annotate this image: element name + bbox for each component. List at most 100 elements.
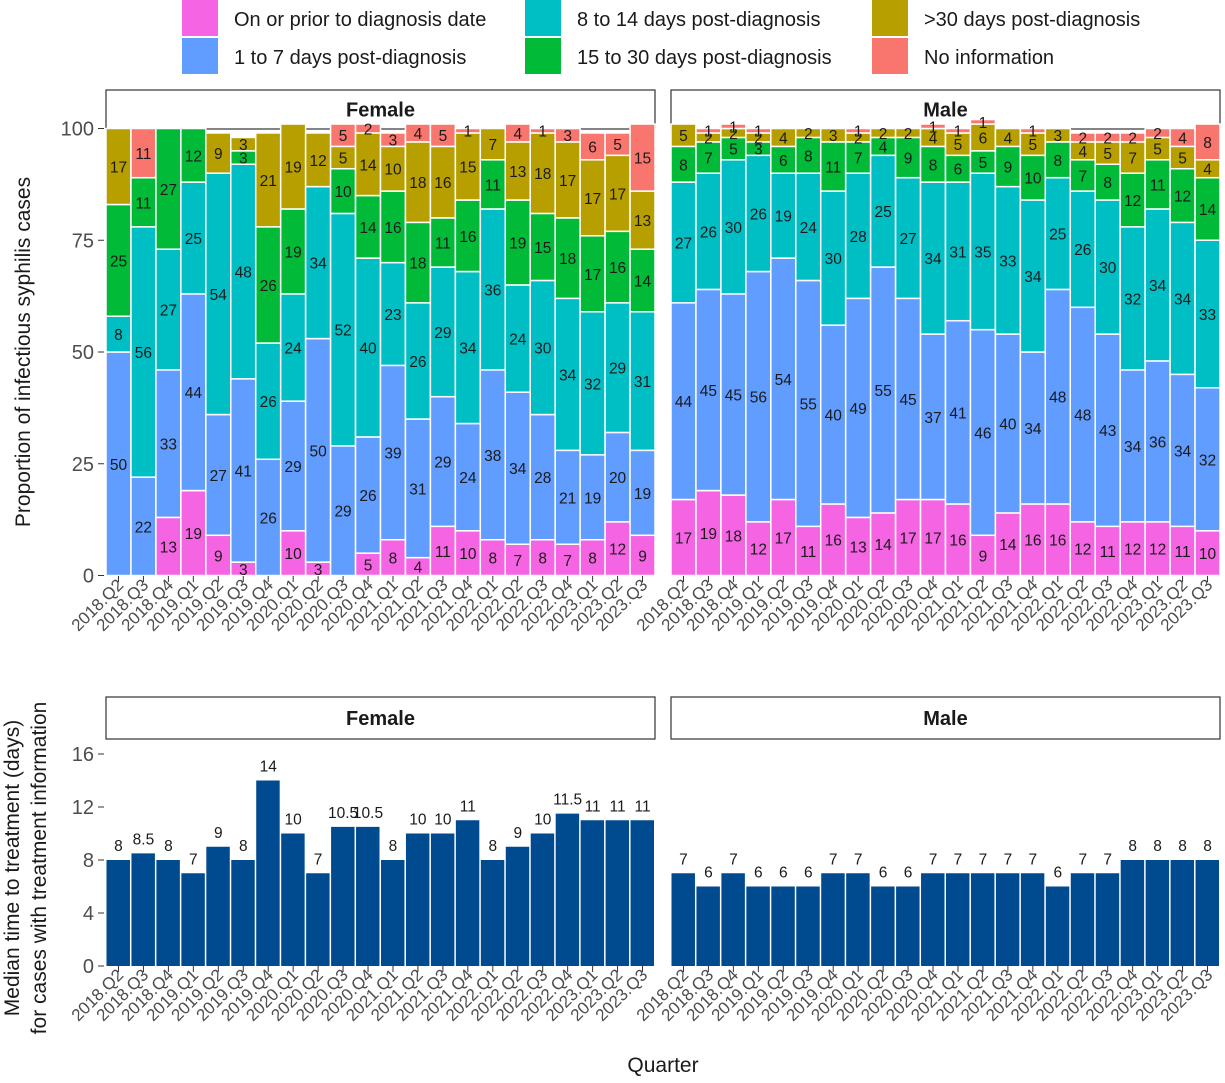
data-label: 10 bbox=[434, 812, 452, 829]
data-label: 8 bbox=[1053, 153, 1062, 170]
data-label: 1 bbox=[979, 115, 988, 132]
bar-segment bbox=[354, 257, 382, 438]
data-label: 31 bbox=[634, 374, 651, 391]
data-label: 13 bbox=[509, 164, 526, 181]
data-label: 3 bbox=[829, 128, 838, 145]
bar-segment bbox=[1169, 373, 1196, 528]
data-label: 24 bbox=[509, 332, 527, 349]
y-axis-title: for cases with treatment information bbox=[28, 702, 51, 1035]
data-label: 6 bbox=[879, 865, 888, 882]
data-label: 2 bbox=[754, 130, 763, 147]
data-label: 32 bbox=[584, 376, 601, 393]
bar-segment bbox=[579, 454, 606, 541]
bar bbox=[430, 833, 455, 966]
data-label: 2 bbox=[1078, 130, 1087, 147]
bar-segment bbox=[770, 172, 797, 259]
data-label: 4 bbox=[513, 126, 522, 143]
data-label: 5 bbox=[1178, 151, 1187, 168]
data-label: 1 bbox=[929, 119, 938, 136]
data-label: 3 bbox=[754, 142, 763, 159]
data-label: 6 bbox=[779, 153, 788, 170]
data-label: 18 bbox=[409, 256, 426, 273]
data-label: 56 bbox=[135, 345, 152, 362]
data-label: 45 bbox=[700, 383, 717, 400]
data-label: 8 bbox=[389, 838, 398, 855]
data-label: 1 bbox=[1029, 124, 1038, 141]
data-label: 27 bbox=[160, 182, 177, 199]
data-label: 1 bbox=[538, 124, 547, 141]
data-label: 15 bbox=[534, 240, 551, 257]
data-label: 24 bbox=[459, 470, 477, 487]
bar-segment bbox=[454, 530, 482, 577]
data-label: 7 bbox=[854, 851, 863, 868]
bar bbox=[771, 886, 795, 966]
data-label: 10 bbox=[1199, 546, 1217, 563]
data-label: 2 bbox=[1103, 130, 1112, 147]
bar-segment bbox=[180, 293, 207, 492]
data-label: 34 bbox=[559, 367, 577, 384]
data-label: 12 bbox=[609, 542, 626, 559]
bar-segment bbox=[629, 311, 656, 452]
bar-segment bbox=[1194, 387, 1221, 532]
bar bbox=[1020, 873, 1045, 966]
data-label: 12 bbox=[1124, 542, 1141, 559]
data-label: 7 bbox=[189, 851, 198, 868]
bar-segment bbox=[254, 458, 282, 577]
data-label: 26 bbox=[260, 394, 277, 411]
bar bbox=[821, 873, 845, 966]
data-label: 8 bbox=[1153, 838, 1162, 855]
bar bbox=[1120, 860, 1145, 966]
data-label: 56 bbox=[750, 390, 767, 407]
data-label: 29 bbox=[334, 504, 351, 521]
data-label: 10 bbox=[459, 546, 477, 563]
bar bbox=[946, 873, 970, 966]
data-label: 19 bbox=[634, 486, 651, 503]
bar bbox=[970, 873, 995, 966]
facet-male-bottom-label: Male bbox=[923, 708, 967, 730]
data-label: 30 bbox=[1099, 260, 1117, 277]
data-label: 19 bbox=[185, 526, 202, 543]
data-label: 8 bbox=[114, 327, 123, 344]
data-label: 30 bbox=[725, 220, 743, 237]
data-label: 25 bbox=[1049, 227, 1066, 244]
y-tick-label: 0 bbox=[83, 566, 94, 588]
legend-swatch bbox=[525, 0, 561, 36]
data-label: 4 bbox=[779, 130, 788, 147]
bar-segment bbox=[579, 311, 606, 456]
data-label: 19 bbox=[700, 526, 717, 543]
data-label: 3 bbox=[239, 562, 248, 579]
data-label: 11 bbox=[135, 195, 151, 212]
data-label: 2 bbox=[804, 126, 813, 143]
data-label: 5 bbox=[364, 557, 373, 574]
data-label: 49 bbox=[850, 401, 867, 418]
data-label: 34 bbox=[1024, 269, 1042, 286]
data-label: 2 bbox=[879, 126, 888, 143]
data-label: 7 bbox=[979, 851, 988, 868]
bar-segment bbox=[554, 449, 581, 545]
data-label: 6 bbox=[804, 865, 813, 882]
data-label: 55 bbox=[800, 396, 817, 413]
bar-segment bbox=[1069, 306, 1096, 523]
data-label: 38 bbox=[484, 448, 501, 465]
bar bbox=[671, 873, 695, 966]
legend-label: On or prior to diagnosis date bbox=[234, 9, 486, 31]
data-label: 14 bbox=[359, 157, 377, 174]
legend-label: No information bbox=[924, 47, 1054, 69]
data-label: 17 bbox=[584, 191, 601, 208]
data-label: 7 bbox=[954, 851, 963, 868]
data-label: 11.5 bbox=[553, 792, 582, 809]
data-label: 27 bbox=[899, 231, 916, 248]
data-label: 4 bbox=[1004, 130, 1013, 147]
data-label: 10 bbox=[409, 812, 427, 829]
data-label: 18 bbox=[725, 528, 742, 545]
data-label: 11 bbox=[460, 798, 476, 815]
data-label: 4 bbox=[929, 130, 938, 147]
data-label: 10 bbox=[384, 162, 402, 179]
data-label: 12 bbox=[1174, 189, 1191, 206]
data-label: 16 bbox=[949, 533, 966, 550]
data-label: 33 bbox=[160, 437, 177, 454]
data-label: 34 bbox=[1174, 291, 1192, 308]
bar-segment bbox=[130, 476, 157, 577]
data-label: 9 bbox=[638, 548, 647, 565]
data-label: 21 bbox=[260, 173, 277, 190]
